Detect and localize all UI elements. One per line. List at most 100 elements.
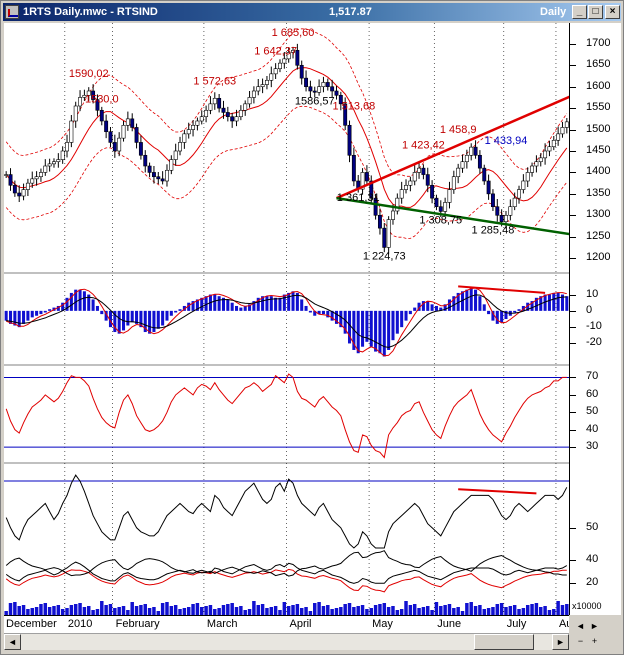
volume-bar <box>147 608 152 615</box>
candle-body <box>443 202 448 212</box>
candle-body <box>482 167 487 182</box>
zoom-in-button[interactable]: + <box>591 636 598 646</box>
volume-bar <box>286 606 291 615</box>
close-button[interactable]: × <box>605 5 620 19</box>
volume-bar <box>382 603 387 615</box>
volume-bar <box>326 605 330 615</box>
date-axis-label: March <box>206 618 238 630</box>
volume-bar <box>30 608 34 615</box>
candle-body <box>451 176 456 190</box>
candle-body <box>499 214 504 223</box>
scroll-thumb[interactable] <box>474 634 534 650</box>
price-annotation: 1 513,68 <box>332 101 375 113</box>
volume-bar <box>304 607 308 615</box>
volume-bar <box>421 607 426 615</box>
volume-bar <box>495 604 500 615</box>
candle-body <box>230 116 235 122</box>
maximize-button[interactable]: □ <box>588 5 603 19</box>
zoom-out-button[interactable]: − <box>577 636 584 646</box>
title-bar[interactable]: 1RTS Daily.mwc - RTSIND 1,517.87 Daily _… <box>3 3 621 21</box>
volume-bar <box>560 605 565 615</box>
horizontal-scrollbar[interactable]: ◄ ► <box>4 633 569 650</box>
volume-bar <box>152 607 156 615</box>
pan-right-icon[interactable]: ► <box>590 621 599 631</box>
macd-histogram-bar <box>439 307 443 311</box>
candle-body <box>473 146 478 156</box>
volume-bar <box>395 610 400 615</box>
volume-bar <box>34 607 39 615</box>
macd-histogram-bar <box>474 289 478 311</box>
candle-body <box>551 139 556 148</box>
macd-histogram-bar <box>26 310 30 321</box>
candle-body <box>364 172 369 182</box>
candle-body <box>460 161 465 169</box>
volume-bar <box>543 606 547 615</box>
macd-histogram-bar <box>339 310 343 328</box>
pan-left-icon[interactable]: ◄ <box>576 621 585 631</box>
macd-tick-label: 0 <box>586 303 593 316</box>
price-tick-label: 1700 <box>586 36 611 49</box>
axis-tick <box>570 215 576 217</box>
volume-bar <box>56 605 61 615</box>
volume-bar <box>282 602 287 615</box>
candle-body <box>408 180 413 186</box>
candle-body <box>65 142 69 152</box>
scroll-left-button[interactable]: ◄ <box>4 634 21 650</box>
volume-bar <box>256 605 260 615</box>
volume-bar <box>482 609 486 615</box>
macd-histogram-bar <box>300 299 304 311</box>
axis-tick <box>570 412 576 414</box>
macd-histogram-bar <box>465 289 469 311</box>
price-tick-label: 1600 <box>586 79 611 92</box>
candle-body <box>464 154 469 163</box>
macd-histogram-bar <box>295 292 299 311</box>
dmi-tick-label: 40 <box>586 552 599 565</box>
volume-bar <box>65 608 69 615</box>
candle-body <box>117 137 122 152</box>
macd-histogram-bar <box>478 296 482 311</box>
candle-body <box>395 197 400 212</box>
candle-body <box>160 178 165 182</box>
macd-histogram-bar <box>126 310 130 326</box>
macd-histogram-bar <box>460 291 465 311</box>
macd-histogram-bar <box>87 294 91 311</box>
volume-bar <box>121 606 126 615</box>
candle-body <box>512 197 517 208</box>
price-annotation: 1 224,73 <box>363 250 406 262</box>
candle-body <box>143 154 148 167</box>
chart-plot-area[interactable]: 1590,02 1530,0 1 572,63 1 642,37 1 685,60 158… <box>4 23 569 615</box>
period-label: Daily <box>540 6 567 18</box>
volume-bar <box>391 606 395 615</box>
minimize-button[interactable]: _ <box>572 5 587 19</box>
candle-body <box>165 169 169 182</box>
volume-bar <box>208 605 213 615</box>
adx-line <box>5 561 568 584</box>
price-annotation: 1590,02 <box>69 68 109 80</box>
candle-body <box>447 189 452 203</box>
candle-body <box>4 174 9 176</box>
volume-bar <box>265 608 269 615</box>
macd-histogram-bar <box>174 310 178 313</box>
volume-bar <box>426 606 430 615</box>
candle-body <box>221 107 226 113</box>
volume-bar <box>108 604 113 615</box>
macd-histogram-bar <box>108 310 113 328</box>
price-annotation: 1 308,75 <box>419 214 462 226</box>
scroll-right-button[interactable]: ► <box>552 634 569 650</box>
candle-body <box>404 184 408 190</box>
macd-histogram-bar <box>426 301 430 311</box>
volume-bar <box>17 606 21 615</box>
macd-histogram-bar <box>82 291 86 311</box>
macd-histogram-bar <box>239 307 243 311</box>
candle-body <box>173 150 178 160</box>
volume-bar <box>417 608 421 615</box>
axis-tick <box>570 327 576 329</box>
macd-histogram-bar <box>443 304 447 311</box>
candle-body <box>477 154 482 169</box>
macd-histogram-bar <box>130 310 134 323</box>
date-axis-label: July <box>506 618 527 630</box>
candle-body <box>269 73 274 81</box>
macd-histogram-bar <box>326 310 330 318</box>
price-annotation: 1 642,37 <box>254 46 297 58</box>
moving-average-line <box>5 67 568 208</box>
